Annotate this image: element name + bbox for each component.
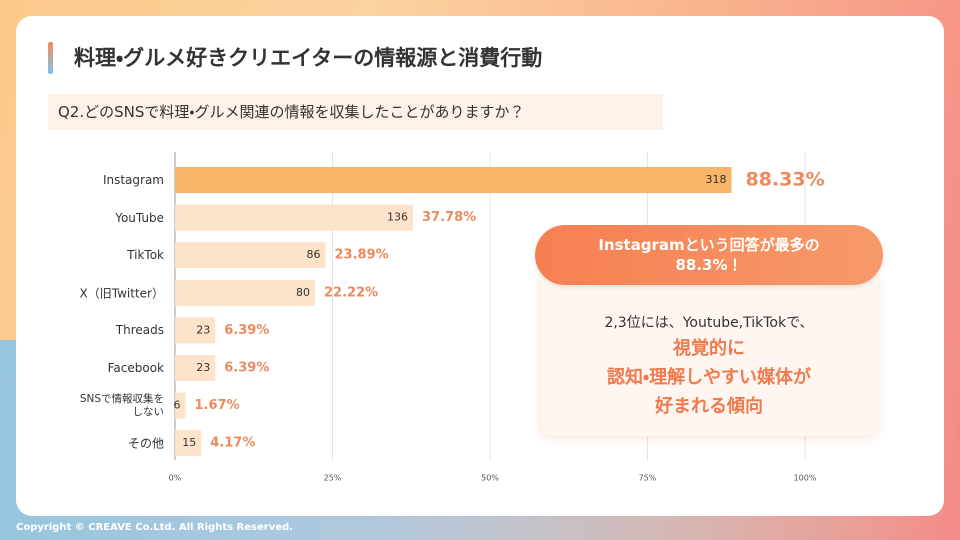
x-tick-label: 0% — [169, 474, 182, 483]
callout-box — [540, 270, 878, 436]
bar — [175, 204, 414, 231]
value-label: 1.67% — [195, 398, 240, 413]
copyright: Copyright © CREAVE Co.Ltd. All Rights Re… — [16, 522, 293, 533]
y-tick-label: TikTok — [127, 248, 164, 263]
x-tick-label: 75% — [639, 474, 657, 483]
count-label: 23 — [196, 361, 210, 374]
value-label: 23.89% — [335, 248, 389, 263]
count-label: 6 — [174, 399, 181, 412]
value-label: 88.33% — [745, 169, 824, 191]
count-label: 318 — [705, 173, 726, 186]
x-tick-label: 25% — [324, 474, 342, 483]
y-tick-label: YouTube — [115, 210, 164, 225]
y-tick-label: その他 — [127, 436, 164, 451]
count-label: 86 — [307, 248, 321, 261]
callout-highlight: 視覚的に 認知・理解しやすい媒体が 好まれる傾向 — [607, 338, 811, 417]
y-tick-label: Instagram — [102, 173, 164, 187]
bar — [175, 317, 216, 344]
value-label: 37.78% — [422, 210, 476, 225]
value-label: 22.22% — [324, 285, 378, 300]
bar — [175, 392, 186, 419]
bar — [175, 242, 326, 269]
title-accent — [48, 42, 53, 74]
callout-heading: Instagramという回答が最多の 88.3%！ — [535, 225, 883, 285]
bar — [175, 355, 216, 381]
bar — [175, 279, 315, 306]
y-tick-label: Facebook — [107, 361, 164, 375]
x-tick-label: 50% — [481, 474, 499, 483]
count-label: 23 — [196, 323, 210, 336]
bar — [175, 430, 202, 457]
y-tick-label: X（旧Twitter） — [79, 286, 164, 301]
count-label: 136 — [387, 211, 408, 224]
y-tick-label: SNSで情報収集を しない — [79, 392, 164, 418]
chart-title: Q2.どのSNSで料理・グルメ関連の情報を収集したことがありますか？ — [48, 94, 663, 130]
slide-title: 料理・グルメ好きクリエイターの情報源と消費行動 — [74, 46, 543, 70]
value-label: 4.17% — [210, 436, 255, 451]
bar — [175, 167, 732, 193]
callout-body: 2,3位には、Youtube,TikTokで、 — [604, 315, 814, 331]
value-label: 6.39% — [224, 361, 269, 376]
count-label: 80 — [296, 286, 310, 299]
count-label: 15 — [182, 436, 196, 449]
value-label: 6.39% — [224, 323, 269, 338]
y-tick-label: Threads — [115, 323, 164, 338]
x-tick-label: 100% — [794, 474, 817, 483]
